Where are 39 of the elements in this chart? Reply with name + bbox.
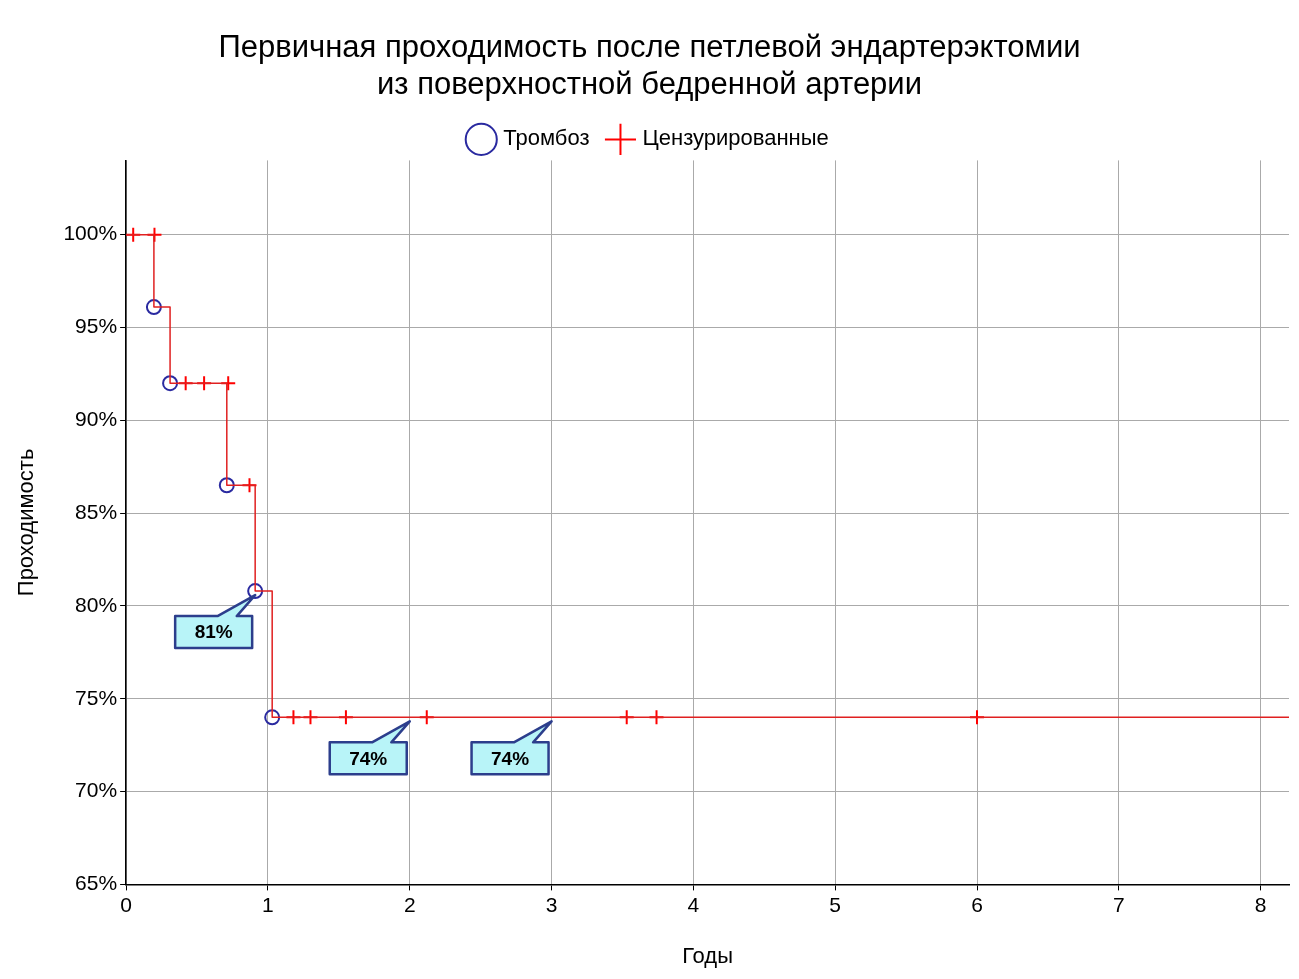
y-tick-label: 90% <box>75 407 118 431</box>
point <box>162 375 179 392</box>
point <box>648 709 665 726</box>
point <box>241 477 258 494</box>
point <box>337 709 354 726</box>
y-tick-label: 100% <box>63 221 118 245</box>
x-tick-label: 3 <box>545 892 558 916</box>
point <box>247 583 264 600</box>
x-tick-label: 5 <box>829 892 842 916</box>
legend-label: Тромбоз <box>503 125 590 151</box>
x-tick-label: 0 <box>120 892 132 916</box>
x-tick-label: 6 <box>971 892 983 916</box>
x-tick-label: 7 <box>1112 892 1125 916</box>
y-tick-label: 70% <box>75 778 118 802</box>
point <box>218 477 235 494</box>
y-tick-label: 85% <box>75 499 118 523</box>
annotation: 74% <box>349 747 388 769</box>
x-tick-label: 1 <box>262 892 274 916</box>
point <box>145 299 162 316</box>
legend-label: Цензурированные <box>642 125 829 151</box>
x-tick-label: 2 <box>403 892 416 916</box>
x-tick-label: 4 <box>687 892 700 916</box>
annotation: 74% <box>491 747 530 769</box>
point <box>126 226 142 243</box>
point <box>969 709 986 726</box>
y-tick-label: 95% <box>75 314 118 338</box>
point <box>302 709 319 726</box>
point <box>418 709 435 726</box>
x-axis-title: Годы <box>682 942 733 968</box>
x-tick-label: 8 <box>1254 892 1267 916</box>
y-axis-title: Проходимость <box>13 448 39 597</box>
point <box>618 709 635 726</box>
annotation: 81% <box>194 621 233 643</box>
y-tick-label: 75% <box>75 685 118 709</box>
y-tick-label: 80% <box>75 592 118 616</box>
chart-title: Первичная проходимость после петлевой эндартерэктомии из поверхностной бедренной артерии <box>218 29 1081 102</box>
point <box>285 709 302 726</box>
y-tick-label: 65% <box>75 871 118 895</box>
point <box>264 709 281 726</box>
